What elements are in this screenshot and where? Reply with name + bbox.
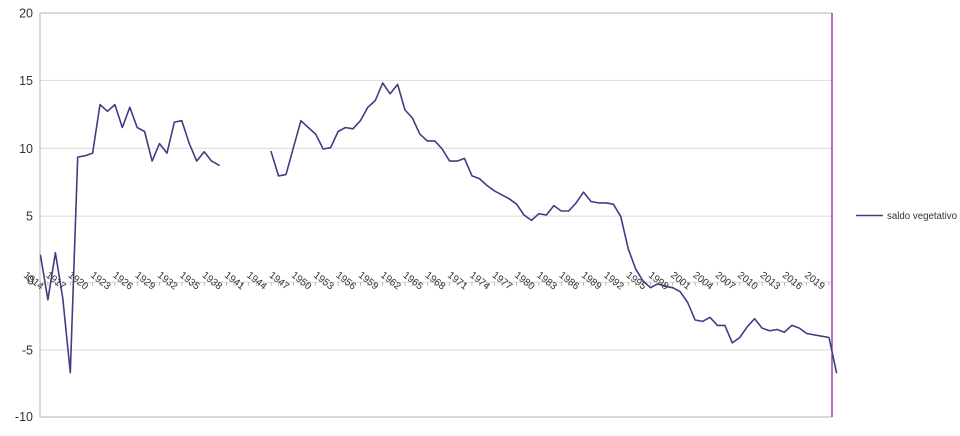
svg-text:10: 10 (19, 142, 33, 156)
svg-text:-5: -5 (22, 343, 33, 357)
svg-text:20: 20 (19, 7, 33, 21)
svg-text:15: 15 (19, 74, 33, 88)
svg-text:5: 5 (26, 210, 33, 224)
svg-text:-10: -10 (15, 410, 33, 424)
svg-text:saldo vegetativo: saldo vegetativo (887, 211, 957, 222)
